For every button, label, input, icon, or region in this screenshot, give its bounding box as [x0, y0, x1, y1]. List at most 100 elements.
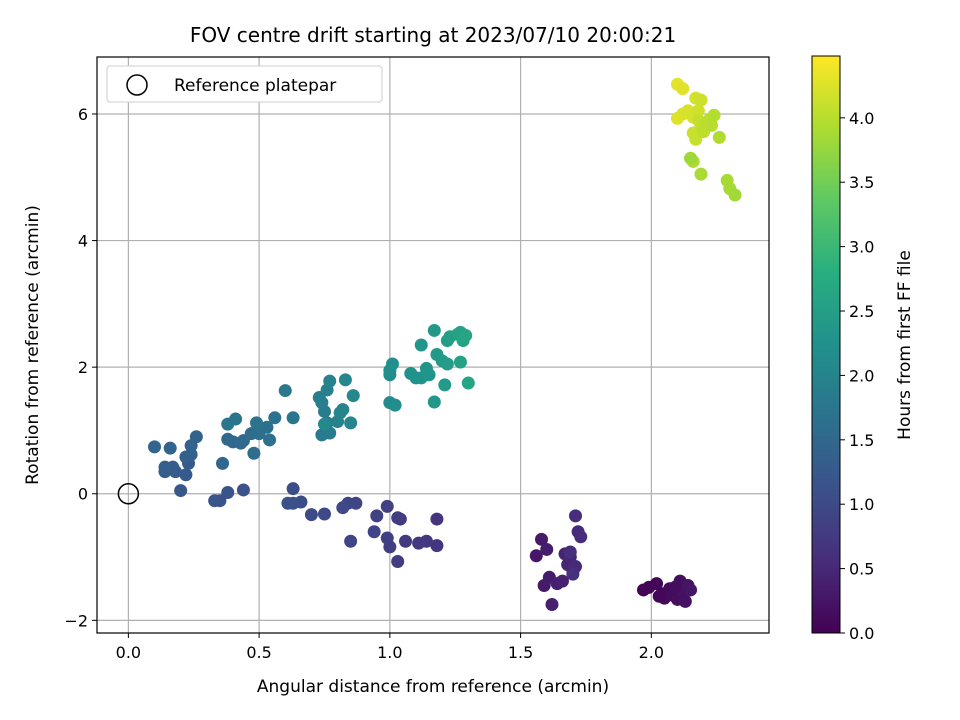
reference-point	[117, 482, 140, 505]
reference-marker	[117, 482, 140, 505]
data-point	[430, 512, 444, 526]
x-tick-label: 1.5	[508, 643, 533, 662]
data-point	[540, 542, 554, 556]
data-point	[247, 446, 261, 460]
data-point	[263, 433, 277, 447]
data-point	[317, 417, 331, 431]
data-point	[707, 108, 721, 122]
data-point	[163, 441, 177, 455]
colorbar-tick-label: 2.5	[849, 302, 874, 321]
colorbar-ticks: 0.0 0.5 1.0 1.5 2.0 2.5 3.0 3.5 4.0	[840, 109, 874, 643]
data-point	[461, 376, 475, 390]
data-point	[179, 468, 193, 482]
data-point	[367, 525, 381, 539]
y-tick-label: 2	[78, 358, 88, 377]
y-tick-label: −2	[64, 611, 88, 630]
data-point	[684, 583, 698, 597]
colorbar-label: Hours from first FF file	[895, 250, 915, 440]
data-point	[317, 507, 331, 521]
data-point	[438, 378, 452, 392]
data-point	[286, 482, 300, 496]
data-point	[385, 357, 399, 371]
data-point	[148, 440, 162, 454]
data-point	[346, 389, 360, 403]
data-points	[148, 77, 742, 612]
colorbar-tick-label: 1.0	[849, 495, 874, 514]
data-point	[563, 545, 577, 559]
data-point	[453, 355, 467, 369]
grid	[97, 57, 769, 633]
data-point	[566, 567, 580, 581]
data-point	[250, 416, 264, 430]
legend-reference-marker	[126, 74, 148, 96]
data-point	[380, 531, 394, 545]
data-point	[304, 508, 318, 522]
legend-box	[106, 65, 383, 103]
data-point	[370, 509, 384, 523]
colorbar-tick-label: 4.0	[849, 109, 874, 128]
data-point	[691, 104, 705, 118]
data-point	[422, 368, 436, 382]
colorbar-tick-label: 2.0	[849, 366, 874, 385]
x-tick-label: 2.0	[639, 643, 664, 662]
data-point	[336, 501, 350, 515]
data-point	[694, 93, 708, 107]
data-point	[440, 357, 454, 371]
data-point	[427, 395, 441, 409]
y-tick-label: 6	[78, 105, 88, 124]
data-point	[236, 483, 250, 497]
data-point	[221, 417, 235, 431]
data-point	[221, 485, 235, 499]
data-point	[555, 574, 569, 588]
data-point	[668, 580, 682, 594]
x-tick-label: 1.0	[377, 643, 402, 662]
x-axis-label: Angular distance from reference (arcmin)	[257, 677, 609, 697]
colorbar-tick-label: 0.5	[849, 560, 874, 579]
legend-label: Reference platepar	[174, 76, 336, 96]
data-point	[676, 82, 690, 96]
data-point	[344, 534, 358, 548]
data-point	[391, 511, 405, 525]
data-point	[694, 167, 708, 181]
data-point	[412, 536, 426, 550]
colorbar-tick-label: 1.5	[849, 431, 874, 450]
data-point	[399, 534, 413, 548]
data-point	[338, 373, 352, 387]
data-point	[278, 384, 292, 398]
data-point	[281, 496, 295, 510]
y-tick-label: 0	[78, 485, 88, 504]
chart-title: FOV centre drift starting at 2023/07/10 …	[190, 23, 676, 47]
data-point	[529, 549, 543, 563]
data-point	[174, 484, 188, 498]
data-point	[414, 338, 428, 352]
data-point	[569, 509, 583, 523]
y-axis-ticks: −2 0 2 4 6	[64, 105, 97, 630]
x-tick-label: 0.0	[116, 643, 141, 662]
data-point	[678, 594, 692, 608]
data-point	[704, 118, 718, 132]
data-point	[728, 188, 742, 202]
data-point	[574, 530, 588, 544]
data-point	[260, 420, 274, 434]
data-point	[712, 130, 726, 144]
data-point	[545, 598, 559, 612]
data-point	[650, 577, 664, 591]
x-axis-ticks: 0.0 0.5 1.0 1.5 2.0	[116, 633, 664, 662]
data-point	[380, 499, 394, 513]
data-point	[158, 460, 172, 474]
data-point	[652, 589, 666, 603]
data-point	[323, 374, 337, 388]
y-tick-label: 4	[78, 232, 88, 251]
data-point	[684, 151, 698, 165]
data-point	[388, 398, 402, 412]
colorbar-tick-label: 3.5	[849, 173, 874, 192]
colorbar-tick-label: 0.0	[849, 624, 874, 643]
data-point	[216, 456, 230, 470]
colorbar	[811, 55, 841, 634]
data-point	[336, 403, 350, 417]
x-tick-label: 0.5	[246, 643, 271, 662]
data-point	[430, 539, 444, 553]
data-point	[427, 323, 441, 337]
data-point	[391, 554, 405, 568]
data-point	[344, 416, 358, 430]
